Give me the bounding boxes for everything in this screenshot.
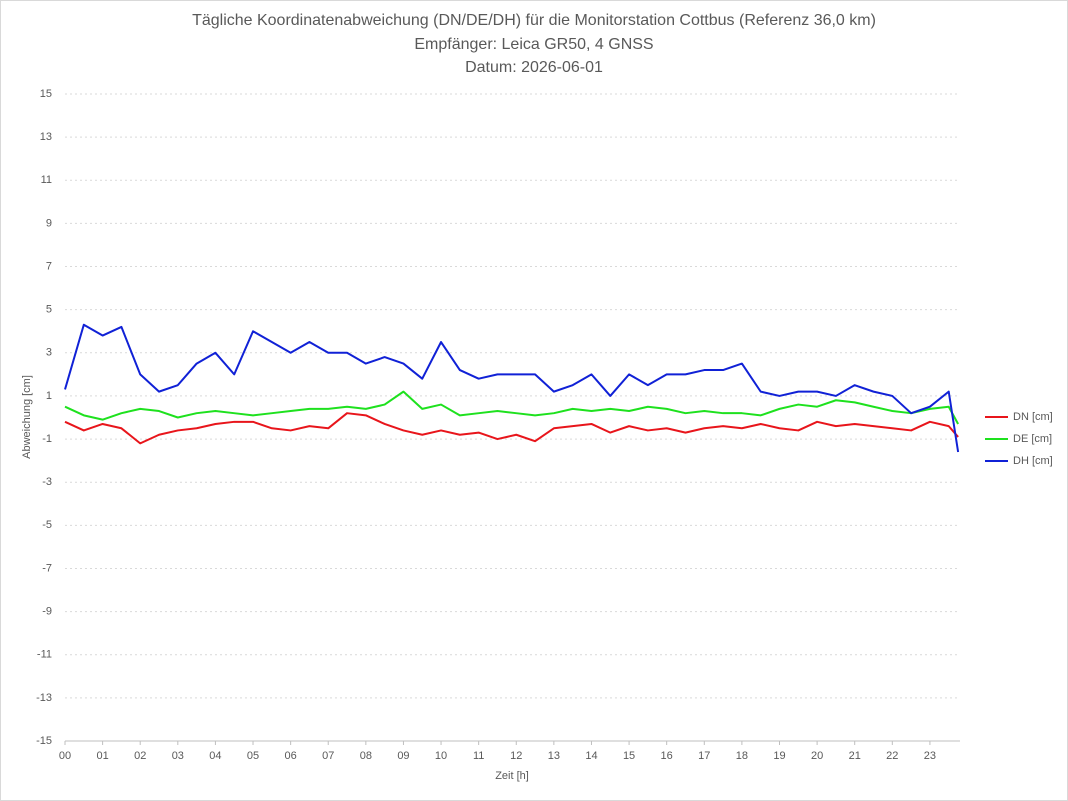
x-tick-label: 17 [698,750,710,762]
legend-label: DH [cm] [1013,455,1053,467]
x-tick-label: 18 [736,750,748,762]
x-tick-label: 02 [134,750,146,762]
x-tick-label: 23 [924,750,936,762]
y-tick-label: 15 [40,88,52,100]
y-tick-label: 1 [46,390,52,402]
x-axis-label: Zeit [h] [495,770,529,782]
y-tick-label: -15 [36,735,52,747]
x-tick-label: 03 [172,750,184,762]
chart-subtitle: Datum: 2026-06-01 [465,59,603,76]
x-tick-label: 11 [473,750,484,762]
x-tick-label: 15 [623,750,635,762]
x-tick-label: 00 [59,750,71,762]
chart-title: Tägliche Koordinatenabweichung (DN/DE/DH… [192,12,876,29]
series-line [64,412,959,445]
y-tick-label: -9 [42,606,52,618]
x-tick-label: 08 [360,750,372,762]
x-tick-label: 13 [548,750,560,762]
y-tick-label: -1 [42,433,52,445]
y-tick-label: 3 [46,347,52,359]
x-tick-label: 10 [435,750,447,762]
y-tick-label: -13 [36,692,52,704]
x-tick-label: 19 [773,750,785,762]
y-tick-label: 5 [46,304,52,316]
y-tick-label: 13 [40,131,52,143]
chart-subtitle: Empfänger: Leica GR50, 4 GNSS [414,36,653,53]
x-tick-label: 14 [585,750,597,762]
x-tick-label: 16 [661,750,673,762]
series-line [64,390,959,425]
legend-label: DE [cm] [1013,433,1052,445]
y-tick-label: -11 [37,649,52,661]
x-tick-label: 05 [247,750,259,762]
y-tick-label: 7 [46,260,52,272]
y-tick-label: -7 [42,562,52,574]
legend-label: DN [cm] [1013,411,1053,423]
x-tick-label: 20 [811,750,823,762]
x-tick-label: 21 [849,750,861,762]
y-tick-label: -5 [42,519,52,531]
series-line [64,323,960,453]
x-tick-label: 07 [322,750,334,762]
x-tick-label: 22 [886,750,898,762]
x-tick-label: 06 [285,750,297,762]
y-axis-label: Abweichung [cm] [21,375,33,459]
x-tick-label: 09 [397,750,409,762]
x-tick-label: 01 [96,750,108,762]
x-tick-label: 12 [510,750,522,762]
y-tick-label: -3 [42,476,52,488]
y-tick-label: 9 [46,217,52,229]
y-tick-label: 11 [41,174,52,186]
x-tick-label: 04 [209,750,221,762]
